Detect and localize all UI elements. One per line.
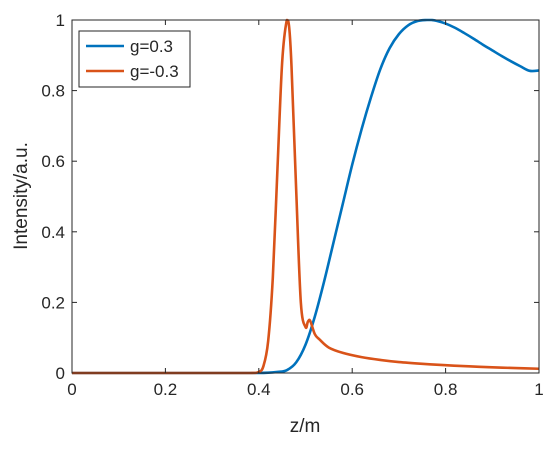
x-tick-label: 0.8: [434, 380, 458, 399]
x-tick-label: 0.2: [154, 380, 178, 399]
axes: [71, 19, 540, 374]
x-tick-label: 1: [534, 380, 543, 399]
y-tick-label: 0: [56, 364, 65, 383]
legend: g=0.3 g=-0.3: [78, 30, 191, 88]
y-axis-label: Intensity/a.u.: [11, 142, 32, 250]
tick-labels: 0 0.2 0.4 0.6 0.8 1 0 0.2 0.4 0.6 0.8 1: [41, 11, 543, 399]
y-tick-label: 0.6: [41, 152, 65, 171]
legend-label: g=-0.3: [130, 62, 179, 81]
legend-box: [78, 30, 191, 88]
x-tick-label: 0: [67, 380, 76, 399]
y-tick-label: 1: [56, 11, 65, 30]
x-axis-label: z/m: [290, 416, 321, 437]
axes-box: [71, 19, 540, 374]
y-tick-label: 0.2: [41, 293, 65, 312]
x-tick-label: 0.4: [247, 380, 271, 399]
x-tick-label: 0.6: [340, 380, 364, 399]
y-tick-label: 0.4: [41, 223, 65, 242]
series-line-1: [72, 18, 540, 375]
series-layer: [72, 18, 540, 375]
legend-label: g=0.3: [130, 37, 173, 56]
series-line-2: [72, 18, 540, 375]
y-tick-label: 0.8: [41, 82, 65, 101]
